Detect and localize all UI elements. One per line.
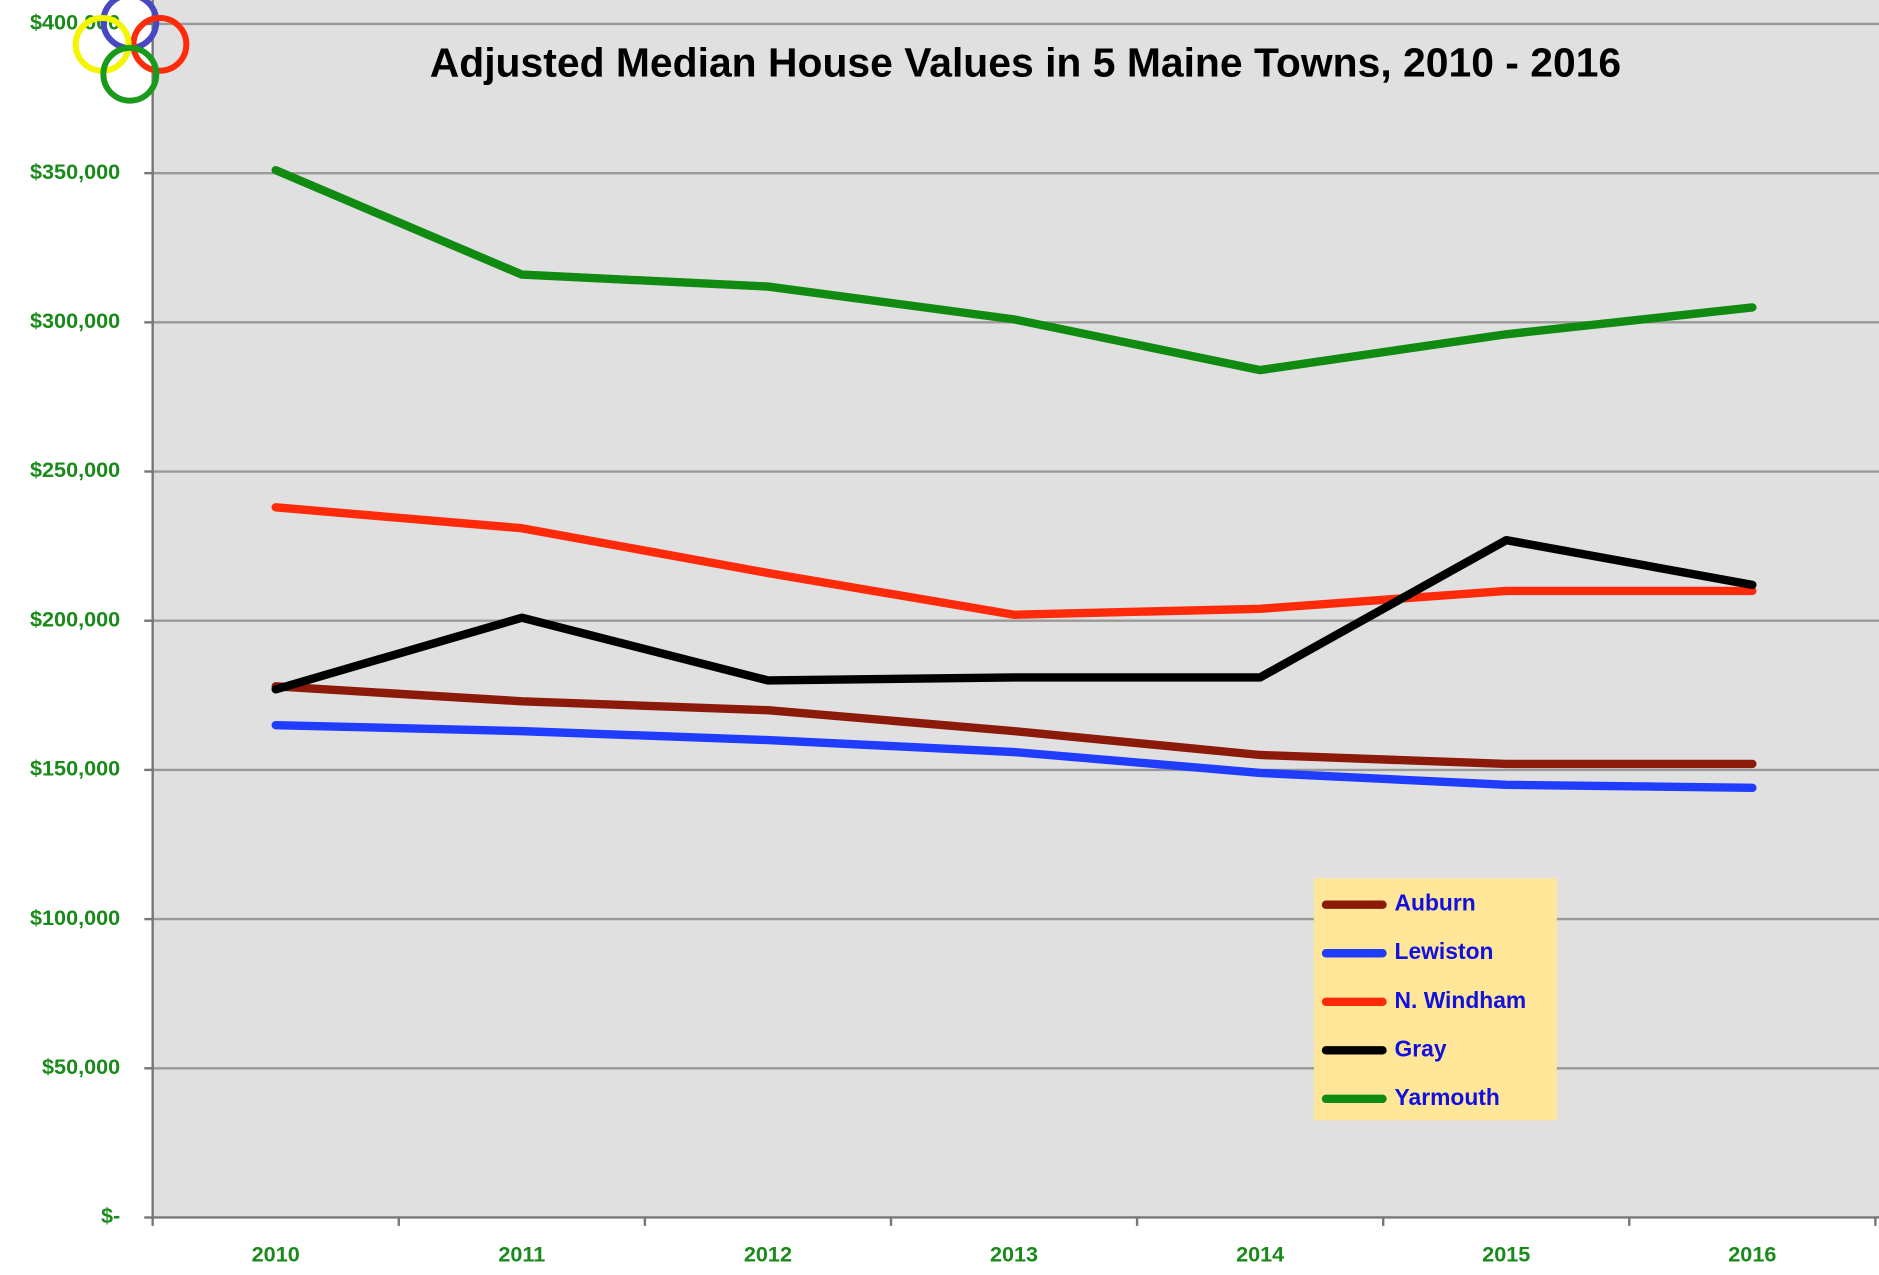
legend-label: Auburn: [1395, 890, 1476, 916]
legend-label: Lewiston: [1395, 938, 1494, 964]
y-tick-label: $350,000: [30, 159, 120, 184]
y-tick-label: $200,000: [30, 606, 120, 631]
series-line: [271, 682, 1757, 769]
x-tick-label: 2010: [252, 1242, 300, 1267]
series-line: [271, 165, 1757, 375]
ring: [100, 44, 160, 104]
rings-logo: [72, 0, 190, 104]
series-line: [271, 503, 1757, 619]
y-tick-label: $100,000: [30, 905, 120, 930]
y-tick-label: $-: [101, 1203, 120, 1228]
x-tick-label: 2015: [1482, 1242, 1530, 1267]
labels: $- $50,000 $100,000 $150,000 $200,000 $250,00…: [30, 10, 1776, 1267]
x-tick-label: 2016: [1728, 1242, 1776, 1267]
plot-area: [152, 0, 1879, 1218]
series-line: [271, 720, 1757, 793]
y-tick-label: $300,000: [30, 308, 120, 333]
chart-title: Adjusted Median House Values in 5 Maine …: [430, 40, 1621, 86]
y-tick-label: $150,000: [30, 756, 120, 781]
x-tick-label: 2014: [1236, 1242, 1284, 1267]
series-line: [271, 535, 1757, 694]
series-lines: [271, 165, 1757, 793]
legend-label: N. Windham: [1395, 987, 1527, 1013]
x-tick-label: 2012: [744, 1242, 792, 1267]
ring: [130, 14, 190, 74]
x-tick-label: 2011: [498, 1242, 545, 1267]
x-tick-label: 2013: [990, 1242, 1038, 1267]
grid: [144, 0, 1879, 1226]
legend-label: Gray: [1395, 1035, 1447, 1061]
y-tick-label: $50,000: [42, 1054, 120, 1079]
y-tick-label: $250,000: [30, 457, 120, 482]
legend: Auburn Lewiston N. Windham Gray Yarmouth: [1321, 890, 1527, 1110]
legend-label: Yarmouth: [1395, 1084, 1500, 1110]
